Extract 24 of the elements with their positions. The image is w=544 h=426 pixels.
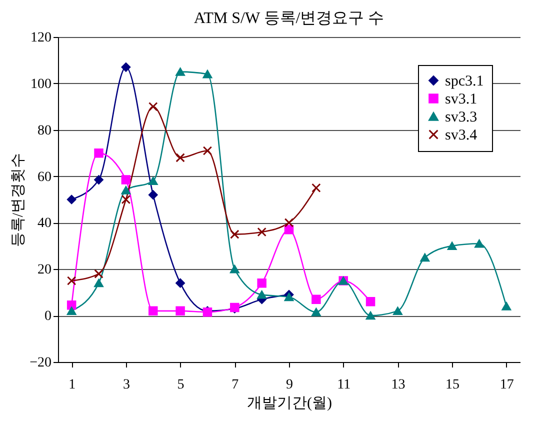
x-tick-label: 13: [391, 378, 406, 392]
x-tick-label: 1: [68, 378, 76, 392]
legend-label: sv3.4: [445, 128, 478, 144]
y-tick-label: 60: [38, 170, 52, 185]
x-tick-label: 5: [177, 378, 184, 392]
y-tick-label: 80: [38, 123, 52, 138]
y-tick-label: 20: [38, 262, 52, 278]
y-tick-label: 100: [30, 76, 52, 92]
y-tick-label: 120: [30, 30, 52, 46]
y-tick-label: 0: [44, 309, 52, 324]
x-tick-label: 17: [500, 378, 514, 392]
y-axis-title: 등록/변경횟수: [10, 152, 27, 248]
x-tick-label: 15: [446, 378, 460, 392]
legend-label: spc3.1: [445, 74, 484, 90]
legend-label: sv3.3: [445, 110, 478, 126]
x-tick-label: 9: [286, 378, 293, 392]
legend-label: sv3.1: [445, 92, 478, 108]
x-tick-label: 3: [122, 378, 130, 392]
chart-title: ATM S/W 등록/변경요구 수: [194, 10, 384, 27]
x-tick-label: 7: [232, 378, 239, 392]
y-tick-label: −20: [30, 356, 52, 370]
x-axis-title: 개발기간(월): [247, 396, 332, 412]
y-tick-label: 40: [38, 216, 52, 232]
x-tick-label: 11: [337, 378, 351, 392]
